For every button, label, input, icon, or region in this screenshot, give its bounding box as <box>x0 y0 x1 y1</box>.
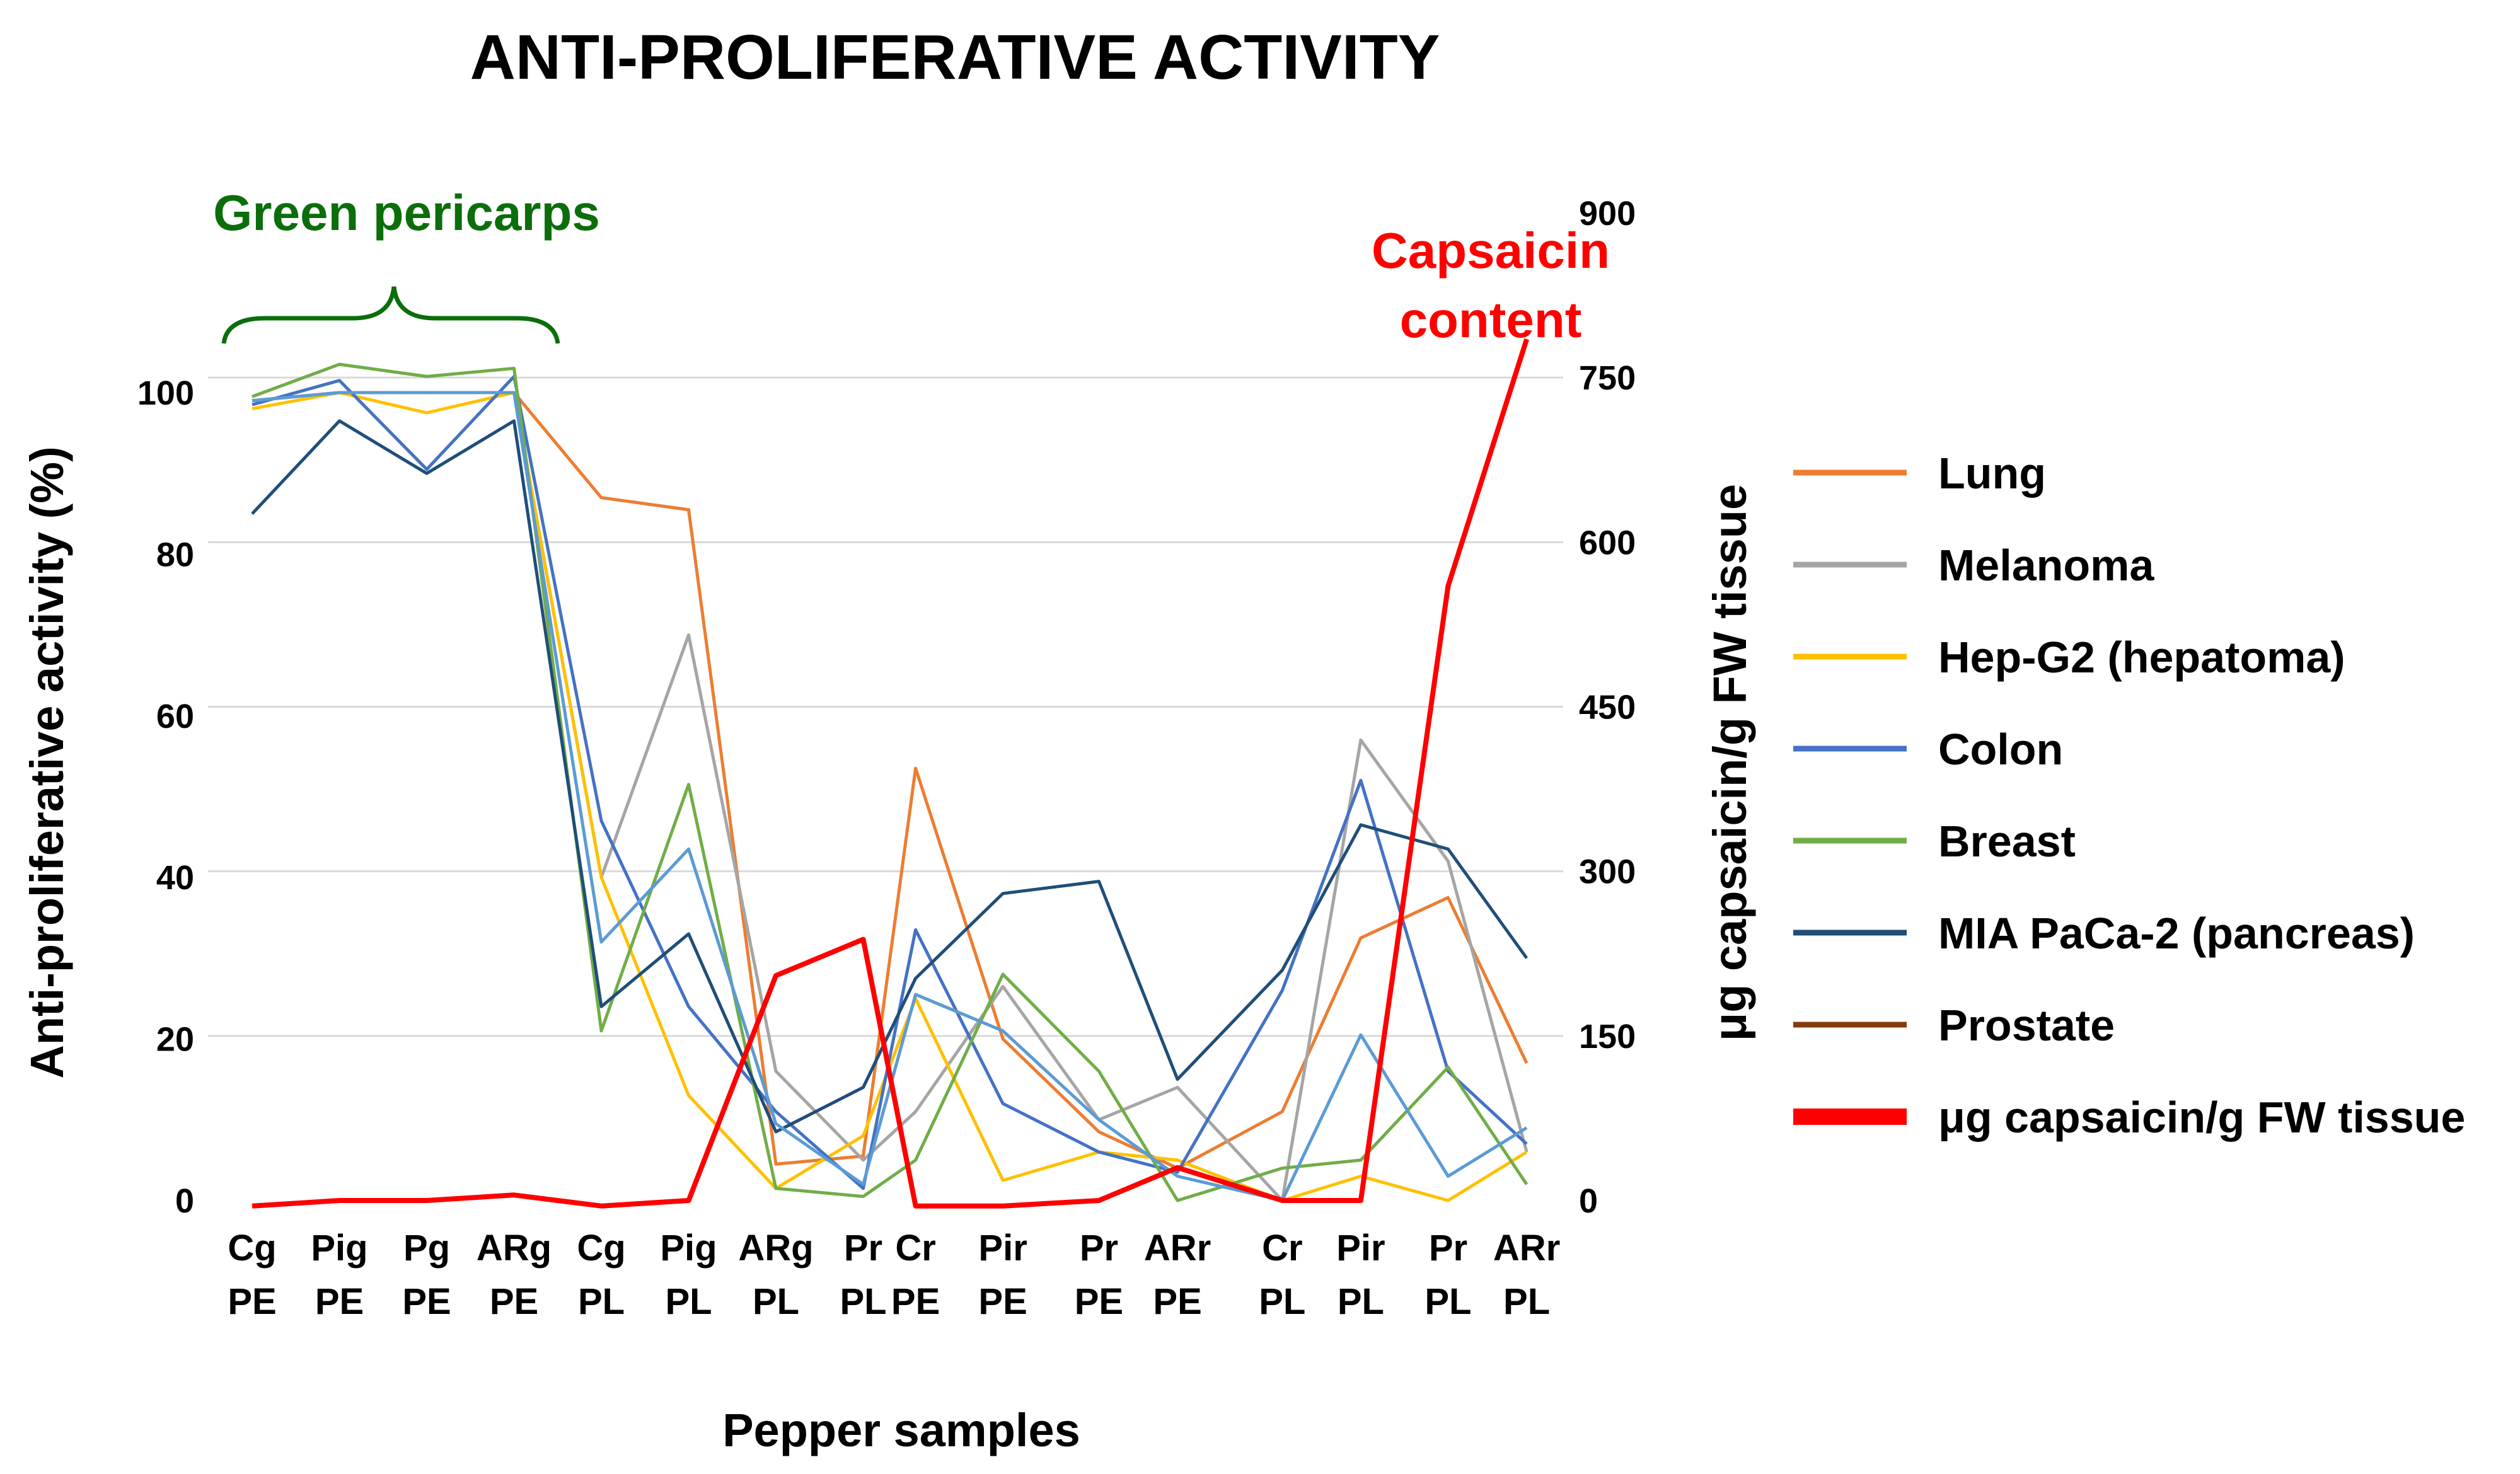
y2-tick-label: 750 <box>1579 359 1636 397</box>
legend-label: Prostate <box>1938 1001 2115 1050</box>
x-tick-line2: PE <box>891 1281 940 1322</box>
y-axis-right-ticks: 0 150 300 450 600 750 900 <box>1579 195 1636 1220</box>
x-tick-line1: Pr <box>1080 1228 1118 1269</box>
x-tick-line2: PL <box>1503 1281 1550 1322</box>
legend-label: μg capsaicin/g FW tissue <box>1938 1093 2465 1142</box>
legend-item: μg capsaicin/g FW tissue <box>1793 1093 2465 1142</box>
x-tick-line2: PE <box>402 1281 451 1322</box>
y2-tick-label: 450 <box>1579 689 1636 727</box>
x-tick-label: ARg PL <box>738 1228 813 1322</box>
series-line-mia-paca-2-pancreas <box>251 419 1529 1134</box>
legend-label: MIA PaCa-2 (pancreas) <box>1938 909 2415 958</box>
x-axis-ticks: CgPEPigPEPgPEARgPECgPLPigPLARgPLPrPLCrPE… <box>228 1228 1560 1322</box>
x-tick-line2: PL <box>578 1281 625 1322</box>
x-tick-line2: PE <box>1153 1281 1201 1322</box>
x-tick-line2: PE <box>1075 1281 1123 1322</box>
x-tick-label: ARg PE <box>477 1228 552 1322</box>
y-tick-label: 80 <box>156 536 194 573</box>
x-axis-label: Pepper samples <box>722 1404 1080 1456</box>
x-tick-line1: Pig <box>660 1228 717 1269</box>
green-pericarps-label: Green pericarps <box>213 185 600 241</box>
capsaicin-label-line2: content <box>1400 292 1582 348</box>
x-tick-line2: PL <box>753 1281 799 1322</box>
x-tick-line1: Cg <box>577 1228 625 1269</box>
x-tick-label: Pig PE <box>311 1228 367 1322</box>
green-pericarps-annotation: Green pericarps <box>213 185 600 344</box>
x-tick-line1: Pir <box>978 1228 1027 1269</box>
x-tick-line1: ARg <box>738 1228 813 1269</box>
legend-item: Colon <box>1793 725 2063 774</box>
x-tick-line1: Pr <box>844 1228 882 1269</box>
x-tick-label: Pig PL <box>660 1228 717 1322</box>
x-tick-line2: PL <box>840 1281 886 1322</box>
capsaicin-annotation: Capsaicin content <box>1372 222 1610 348</box>
x-tick-label: Pr PL <box>840 1228 886 1322</box>
x-tick-label: ARr PE <box>1144 1228 1211 1322</box>
y2-tick-label: 0 <box>1579 1182 1598 1220</box>
y-axis-left-ticks: 0 20 40 60 80 100 <box>137 374 194 1220</box>
y-tick-label: 60 <box>156 698 194 735</box>
x-tick-label: Pg PE <box>402 1228 451 1322</box>
x-tick-line2: PE <box>228 1281 276 1322</box>
x-tick-line1: Pg <box>403 1228 450 1269</box>
x-tick-label: ARr PL <box>1493 1228 1560 1322</box>
legend-item: Hep-G2 (hepatoma) <box>1793 633 2345 682</box>
x-tick-line2: PL <box>665 1281 712 1322</box>
x-tick-line2: PL <box>1425 1281 1471 1322</box>
x-tick-line2: PE <box>315 1281 364 1322</box>
x-tick-line2: PL <box>1259 1281 1305 1322</box>
legend-label: Lung <box>1938 449 2046 498</box>
legend-item: Breast <box>1793 817 2076 866</box>
x-tick-label: Pr PL <box>1425 1228 1471 1322</box>
x-tick-line1: Pir <box>1336 1228 1385 1269</box>
x-tick-line1: ARr <box>1493 1228 1560 1269</box>
x-tick-label: Cr PL <box>1259 1228 1305 1322</box>
legend-label: Colon <box>1938 725 2063 774</box>
x-tick-label: Pir PE <box>978 1228 1027 1322</box>
brace-shape <box>221 286 560 344</box>
legend-item: MIA PaCa-2 (pancreas) <box>1793 909 2415 958</box>
y-tick-label: 20 <box>156 1021 194 1059</box>
y2-tick-label: 600 <box>1579 524 1636 561</box>
legend-item: Melanoma <box>1793 541 2154 590</box>
legend-item: Prostate <box>1793 1001 2115 1050</box>
y2-tick-label: 300 <box>1579 853 1636 891</box>
y-axis-label: Anti-proliferative activity (%) <box>21 446 73 1078</box>
series-line-prostate <box>251 391 1528 1202</box>
capsaicin-line <box>251 338 1529 1209</box>
legend-label: Melanoma <box>1938 541 2154 590</box>
x-tick-label: Cg PE <box>228 1228 276 1322</box>
legend-item: Lung <box>1793 449 2046 498</box>
legend: Lung Melanoma Hep-G2 (hepatoma) Colon Breast… <box>1793 449 2465 1142</box>
x-tick-line1: Pr <box>1429 1228 1467 1269</box>
series-line-breast <box>251 362 1529 1202</box>
legend-label: Breast <box>1938 817 2076 866</box>
x-tick-label: Cr PE <box>891 1228 940 1322</box>
chart-title: ANTI-PROLIFERATIVE ACTIVITY <box>470 22 1440 93</box>
x-tick-line1: Cr <box>1262 1228 1302 1269</box>
y-tick-label: 100 <box>137 374 194 412</box>
x-tick-line1: ARr <box>1144 1228 1211 1269</box>
y-tick-label: 0 <box>175 1182 194 1220</box>
legend-label: Hep-G2 (hepatoma) <box>1938 633 2345 682</box>
y2-axis-label: μg capsaicin/g FW tissue <box>1704 484 1756 1041</box>
x-tick-line2: PE <box>978 1281 1027 1322</box>
x-tick-line1: Cr <box>895 1228 935 1269</box>
capsaicin-label-line1: Capsaicin <box>1372 222 1610 279</box>
y-tick-label: 40 <box>156 859 194 897</box>
series-line-colon <box>251 374 1528 1190</box>
x-tick-label: Pir PL <box>1336 1228 1385 1322</box>
x-tick-label: Cg PL <box>577 1228 625 1322</box>
x-tick-line2: PE <box>490 1281 538 1322</box>
x-tick-line1: Cg <box>228 1228 276 1269</box>
x-tick-line2: PL <box>1338 1281 1384 1322</box>
x-tick-label: Pr PE <box>1075 1228 1123 1322</box>
y2-tick-label: 900 <box>1579 195 1636 233</box>
x-tick-line1: ARg <box>477 1228 552 1269</box>
x-tick-line1: Pig <box>311 1228 367 1269</box>
capsaicin-series <box>251 338 1529 1209</box>
y2-tick-label: 150 <box>1579 1018 1636 1056</box>
series-lines <box>251 362 1529 1202</box>
